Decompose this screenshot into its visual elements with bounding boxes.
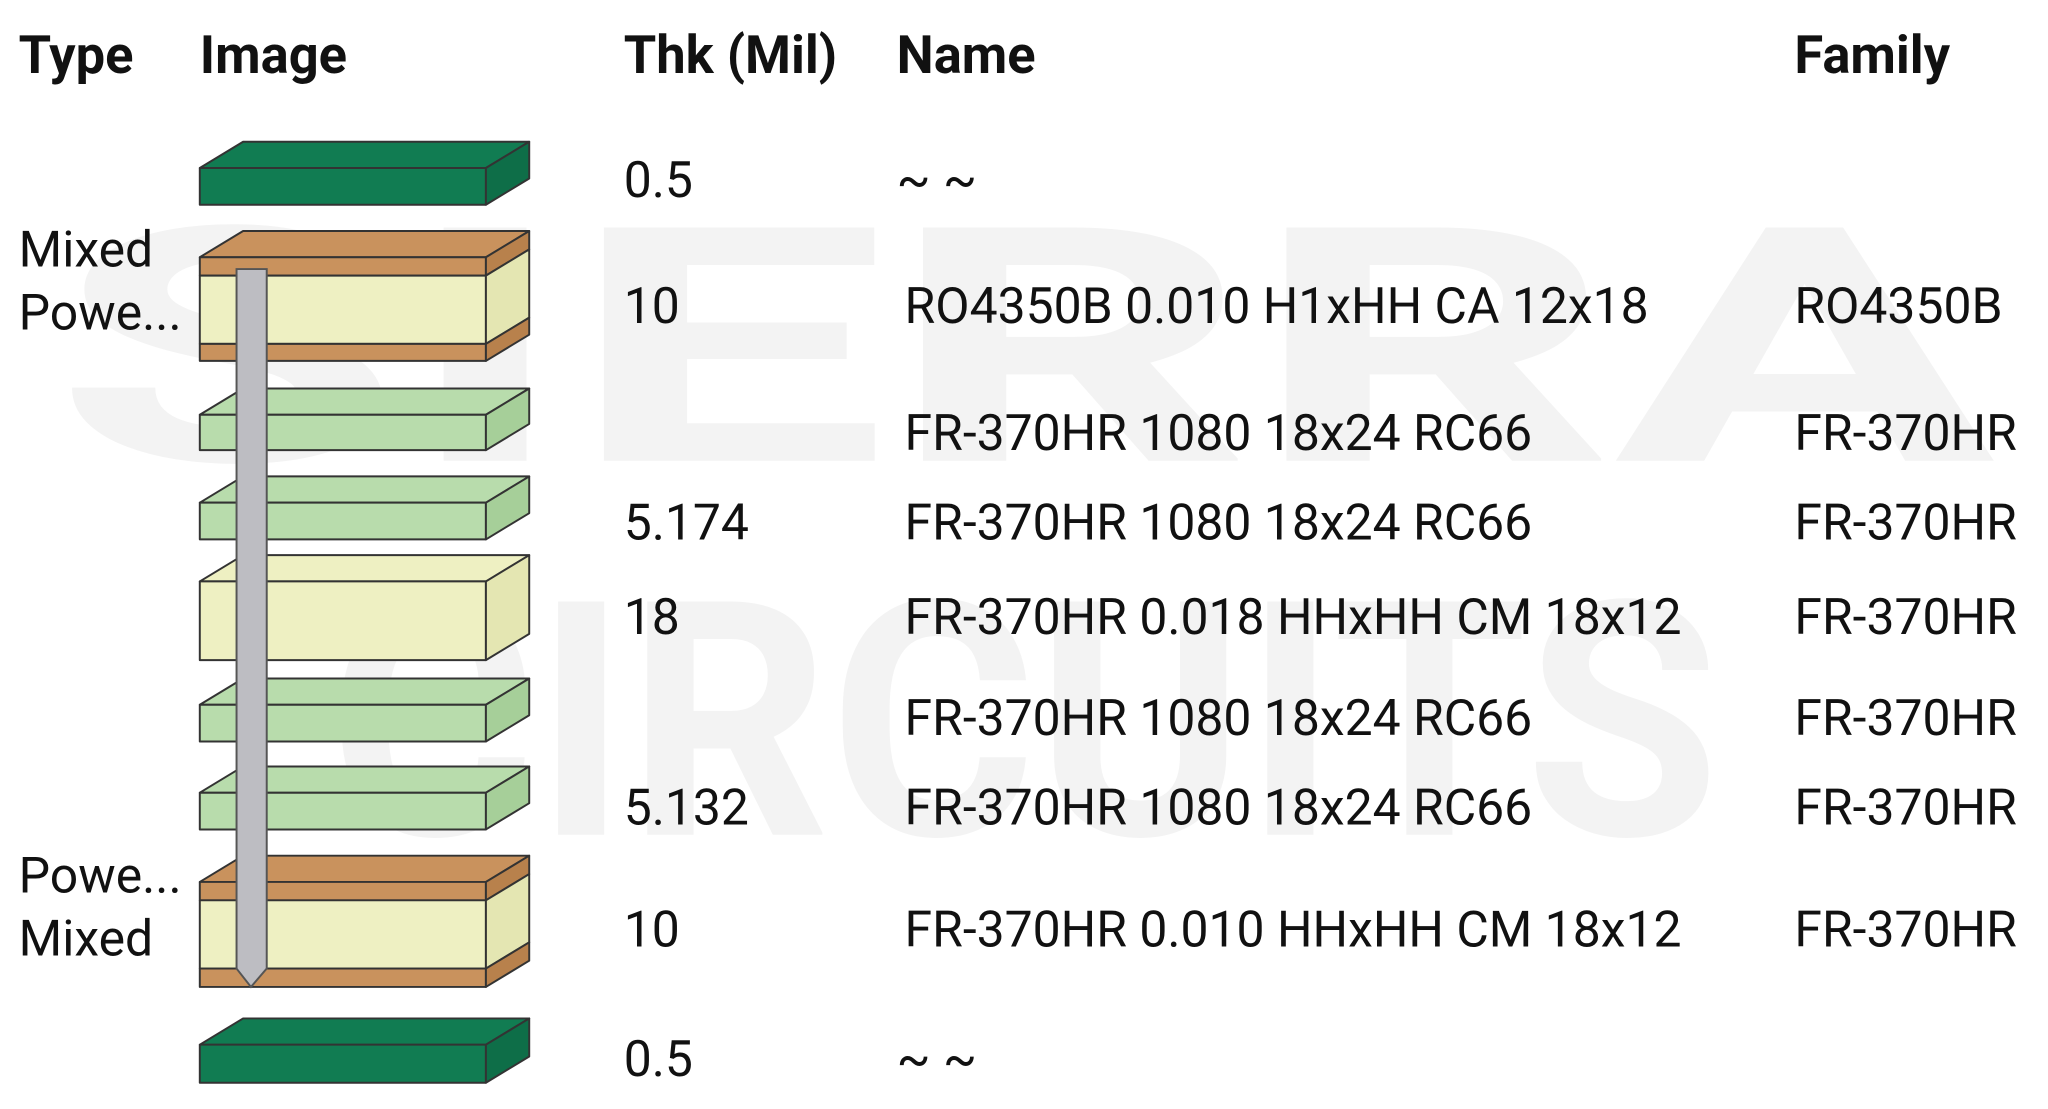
header-name: Name	[897, 24, 1036, 86]
layer-side	[484, 677, 531, 743]
layer-side	[484, 475, 531, 541]
layer-front	[198, 1043, 487, 1084]
family: FR-370HR	[1794, 589, 2016, 647]
family: FR-370HR	[1794, 494, 2016, 552]
family: FR-370HR	[1794, 690, 2016, 748]
thickness: 18	[624, 589, 680, 647]
header-type: Type	[19, 24, 134, 86]
watermark: CIRCUITS	[328, 532, 1719, 916]
material-name: FR-370HR 1080 18x24 RC66	[905, 494, 1533, 552]
layer-side	[484, 941, 531, 988]
family: FR-370HR	[1794, 901, 2016, 959]
material-name: ~ ~	[897, 1031, 977, 1089]
thickness: 5.174	[624, 494, 749, 552]
layer-front	[198, 167, 487, 206]
layer-top	[198, 1017, 531, 1046]
type-label: Mixed	[19, 910, 153, 968]
layer-side	[484, 1017, 531, 1084]
type-label: Mixed	[19, 221, 153, 279]
material-name: FR-370HR 1080 18x24 RC66	[905, 405, 1533, 463]
layer-side	[484, 387, 531, 452]
material-name: FR-370HR 0.010 HHxHH CM 18x12	[905, 901, 1682, 959]
family: RO4350B	[1794, 278, 2002, 336]
layer-side	[484, 316, 531, 362]
material-name: FR-370HR 1080 18x24 RC66	[905, 779, 1533, 837]
thickness: 0.5	[624, 152, 693, 210]
type-label: Powe...	[19, 284, 182, 342]
type-label: Powe...	[19, 847, 182, 905]
thickness: 10	[624, 901, 680, 959]
thickness: 5.132	[624, 779, 749, 837]
via	[235, 268, 268, 989]
family: FR-370HR	[1794, 405, 2016, 463]
layer-side	[484, 765, 531, 831]
thickness: 0.5	[624, 1031, 693, 1089]
layer-side	[484, 140, 531, 206]
header-thk: Thk (Mil)	[624, 24, 838, 86]
layer-top	[198, 230, 531, 259]
material-name: RO4350B 0.010 H1xHH CA 12x18	[905, 278, 1649, 336]
material-name: ~ ~	[897, 152, 977, 210]
header-family: Family	[1794, 24, 1950, 86]
layer-top	[198, 140, 531, 169]
thickness: 10	[624, 278, 680, 336]
layer-side	[484, 554, 531, 662]
material-name: FR-370HR 0.018 HHxHH CM 18x12	[905, 589, 1682, 647]
family: FR-370HR	[1794, 779, 2016, 837]
material-name: FR-370HR 1080 18x24 RC66	[905, 690, 1533, 748]
header-image: Image	[200, 24, 347, 86]
